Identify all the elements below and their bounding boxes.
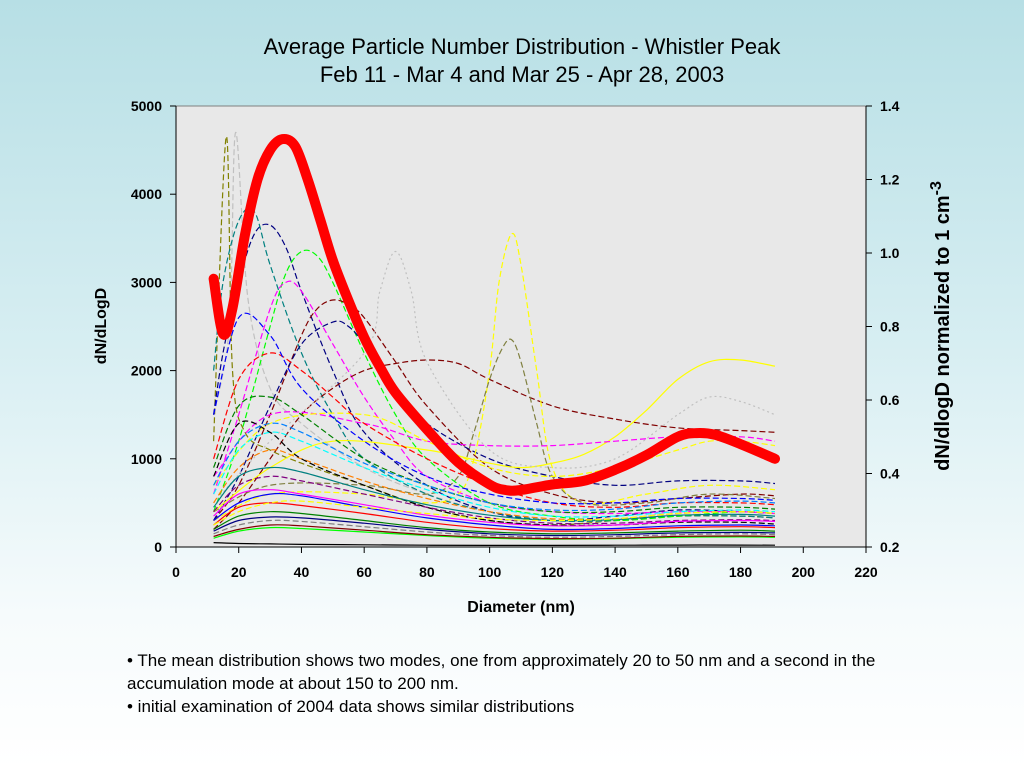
sample-series-line bbox=[213, 516, 776, 537]
sample-series-line bbox=[213, 475, 776, 525]
x-tick-label: 80 bbox=[419, 564, 435, 580]
sample-series-line bbox=[213, 131, 776, 523]
y2-tick-label: 1.2 bbox=[880, 172, 900, 188]
sample-series-line bbox=[213, 223, 776, 522]
y-tick-label: 5000 bbox=[131, 98, 162, 114]
chart-subtitle: Feb 11 - Mar 4 and Mar 25 - Apr 28, 2003 bbox=[320, 62, 724, 87]
y2-tick-label: 0.2 bbox=[880, 539, 900, 555]
x-tick-label: 40 bbox=[294, 564, 310, 580]
y-ticks: 0 1000 2000 3000 4000 5000 bbox=[131, 98, 176, 555]
y-tick-label: 3000 bbox=[131, 274, 162, 290]
sample-series-line bbox=[213, 352, 776, 508]
note-bullet-1: • The mean distribution shows two modes,… bbox=[127, 651, 876, 693]
y2-tick-label: 0.6 bbox=[880, 392, 900, 408]
sample-series-line bbox=[213, 299, 776, 521]
chart-title: Average Particle Number Distribution - W… bbox=[264, 34, 782, 59]
y2-axis-label-sup: -3 bbox=[928, 181, 945, 195]
sample-series-line bbox=[213, 395, 776, 514]
x-axis-label: Diameter (nm) bbox=[467, 599, 575, 616]
sample-series-line bbox=[213, 338, 776, 513]
sample-series-line bbox=[213, 359, 776, 530]
sample-series-line bbox=[213, 489, 776, 527]
plot-area bbox=[175, 105, 867, 548]
sample-series-line bbox=[213, 542, 776, 547]
sample-series-line bbox=[213, 492, 776, 531]
x-tick-label: 100 bbox=[478, 564, 502, 580]
y2-tick-label: 1.4 bbox=[880, 98, 900, 114]
notes-block: • The mean distribution shows two modes,… bbox=[127, 649, 907, 718]
y2-tick-label: 1.0 bbox=[880, 245, 900, 261]
x-tick-label: 160 bbox=[666, 564, 690, 580]
y2-tick-label: 0.8 bbox=[880, 319, 900, 335]
y-axis-label: dN/dLogD bbox=[93, 288, 110, 364]
x-tick-label: 220 bbox=[854, 564, 878, 580]
sample-series-line bbox=[213, 280, 776, 515]
sample-series-line bbox=[213, 358, 776, 513]
sample-series-line bbox=[213, 511, 776, 535]
y-tick-label: 1000 bbox=[131, 451, 162, 467]
x-tick-label: 140 bbox=[603, 564, 627, 580]
x-ticks: 0 20 40 60 80 100 120 140 160 180 200 220 bbox=[172, 547, 878, 580]
sample-series-line bbox=[213, 312, 776, 505]
mean-distribution-line bbox=[208, 133, 780, 496]
sample-series-line bbox=[213, 320, 776, 521]
sample-series-line bbox=[213, 422, 776, 512]
series-layer bbox=[213, 131, 776, 547]
y2-axis-label: dN/dlogD normalized to 1 cm-3 bbox=[928, 181, 954, 471]
y-tick-label: 0 bbox=[154, 539, 162, 555]
y2-ticks: 0.2 0.4 0.6 0.8 1.0 1.2 1.4 bbox=[866, 98, 900, 555]
sample-series-line bbox=[213, 524, 776, 540]
particle-distribution-chart: Average Particle Number Distribution - W… bbox=[93, 34, 954, 616]
mean-layer bbox=[208, 133, 780, 496]
sample-series-line bbox=[213, 249, 776, 522]
x-tick-label: 60 bbox=[356, 564, 372, 580]
sample-series-line bbox=[213, 420, 776, 527]
sample-series-line bbox=[213, 526, 776, 540]
sample-series-line bbox=[213, 412, 776, 486]
y2-tick-label: 0.4 bbox=[880, 466, 900, 482]
x-tick-label: 200 bbox=[792, 564, 816, 580]
sample-series-line bbox=[213, 250, 776, 504]
x-tick-label: 0 bbox=[172, 564, 180, 580]
x-tick-label: 180 bbox=[729, 564, 753, 580]
y-tick-label: 2000 bbox=[131, 363, 162, 379]
sample-series-line bbox=[213, 519, 776, 538]
note-bullet-2: • initial examination of 2004 data shows… bbox=[127, 697, 575, 716]
x-tick-label: 120 bbox=[541, 564, 565, 580]
y-tick-label: 4000 bbox=[131, 186, 162, 202]
y2-axis-label-main: dN/dlogD normalized to 1 cm bbox=[932, 195, 954, 471]
x-tick-label: 20 bbox=[231, 564, 247, 580]
sample-series-line bbox=[213, 232, 776, 522]
sample-series-line bbox=[213, 466, 776, 522]
sample-series-line bbox=[213, 500, 776, 526]
